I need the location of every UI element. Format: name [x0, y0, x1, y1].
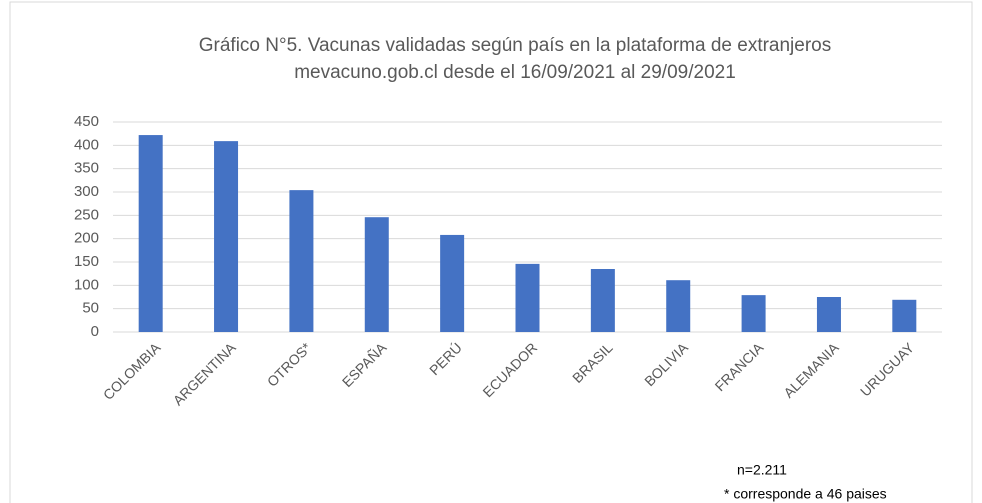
- bar: [590, 269, 615, 332]
- bar: [666, 280, 691, 332]
- bar: [515, 263, 540, 332]
- y-tick-label: 300: [74, 183, 99, 200]
- y-tick-label: 450: [74, 113, 99, 130]
- y-tick-label: 50: [82, 300, 99, 317]
- bar: [816, 297, 841, 332]
- annotation: n=2.211: [737, 462, 787, 478]
- bar: [741, 295, 766, 332]
- bar: [214, 141, 239, 332]
- bar: [138, 135, 163, 332]
- annotation: * corresponde a 46 paises: [724, 486, 887, 502]
- chart-border: [9, 1, 973, 503]
- bar: [364, 217, 389, 332]
- y-tick-label: 350: [74, 160, 99, 177]
- y-tick-label: 200: [74, 230, 99, 247]
- bar: [892, 299, 917, 332]
- bar: [440, 234, 465, 332]
- chart-title: Gráfico N°5. Vacunas validadas según paí…: [199, 35, 832, 56]
- chart-title: mevacuno.gob.cl desde el 16/09/2021 al 2…: [294, 62, 736, 83]
- y-tick-label: 250: [74, 206, 99, 223]
- bar: [289, 190, 314, 332]
- y-tick-label: 0: [91, 323, 99, 340]
- y-tick-label: 100: [74, 276, 99, 293]
- y-tick-label: 150: [74, 253, 99, 270]
- y-tick-label: 400: [74, 136, 99, 153]
